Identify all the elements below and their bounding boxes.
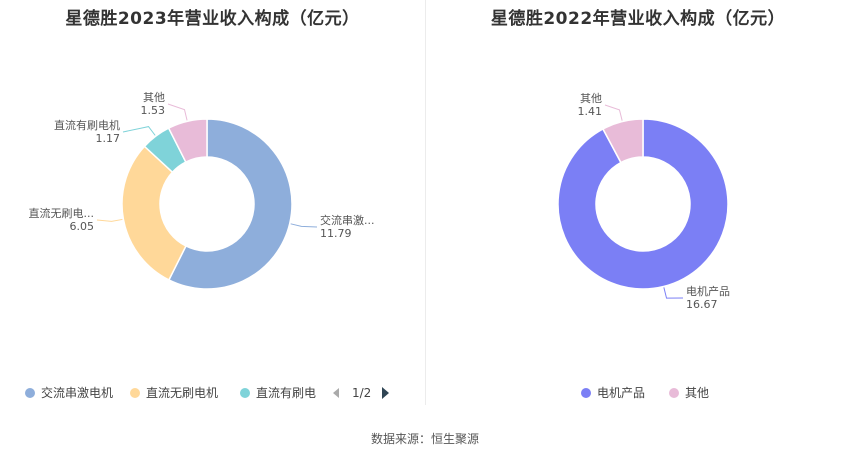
legend-item[interactable]: 其他 [685, 386, 709, 400]
legend-pager: 1/2 [333, 386, 389, 400]
legend-marker[interactable] [240, 388, 250, 398]
chart-title: 星德胜2023年营业收入构成（亿元） [65, 9, 360, 29]
legend-marker[interactable] [581, 388, 591, 398]
chart-panel-2023: 星德胜2023年营业收入构成（亿元） 交流串激... 11.79 直流无刷电... 6… [0, 0, 425, 410]
legend-item[interactable]: 电机产品 [597, 386, 645, 400]
slice-value-label: 16.67 [686, 298, 718, 311]
slice-其他[interactable] [601, 118, 644, 164]
chevron-right-icon[interactable] [382, 387, 389, 399]
pager-label: 1/2 [352, 386, 371, 400]
slice-value-label: 11.79 [320, 227, 352, 240]
slice-label: 其他 [143, 91, 165, 104]
leader-line [122, 126, 156, 136]
legend-marker[interactable] [669, 388, 679, 398]
chevron-left-icon[interactable] [333, 388, 339, 398]
slice-value-label: 6.05 [70, 220, 95, 233]
panel-divider [425, 0, 426, 405]
slice-label: 交流串激... [320, 213, 375, 227]
slice-直流无刷电机[interactable] [121, 145, 187, 281]
slice-其他[interactable] [167, 118, 208, 164]
leader-line [663, 287, 684, 299]
slice-label: 其他 [580, 92, 602, 105]
leader-line [604, 104, 623, 121]
leader-line [290, 223, 318, 228]
slice-label: 直流有刷电机 [54, 118, 120, 132]
slice-电机产品[interactable] [557, 118, 729, 290]
legend-item[interactable]: 直流无刷电机 [146, 386, 218, 400]
chart-panel-2022: 星德胜2022年营业收入构成（亿元） 电机产品 16.67 其他 1.41 电机产品 其他 [426, 0, 850, 410]
source-note: 数据来源：恒生聚源 [370, 432, 479, 446]
legend-item[interactable]: 交流串激电机 [41, 385, 113, 400]
chart-title: 星德胜2022年营业收入构成（亿元） [490, 9, 786, 29]
leader-line [96, 218, 123, 222]
legend-item[interactable]: 直流有刷电 [256, 386, 316, 400]
slice-交流串激电机[interactable] [167, 118, 293, 290]
slice-value-label: 1.53 [141, 104, 166, 117]
legend-marker[interactable] [130, 388, 140, 398]
slice-value-label: 1.41 [578, 105, 603, 118]
leader-line [167, 103, 188, 121]
slice-label: 电机产品 [686, 284, 730, 298]
slice-value-label: 1.17 [96, 132, 121, 145]
slice-label: 直流无刷电... [29, 206, 95, 220]
legend-marker[interactable] [25, 388, 35, 398]
